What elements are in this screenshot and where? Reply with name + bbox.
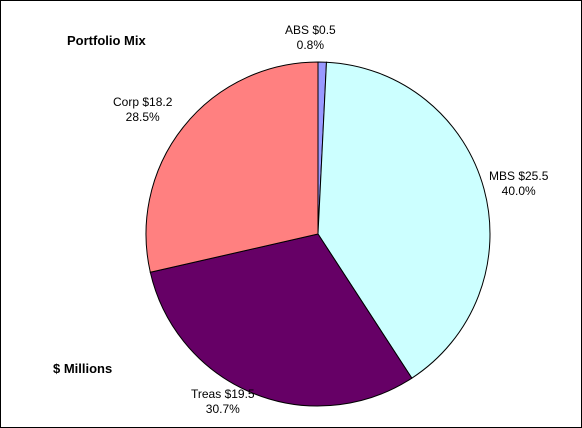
chart-title: Portfolio Mix: [67, 33, 146, 48]
slice-label-abs: ABS $0.5 0.8%: [285, 23, 336, 53]
slice-label-treas-name: Treas $19.5: [191, 387, 255, 401]
slice-label-mbs-percent: 40.0%: [501, 184, 536, 198]
slice-label-corp-name: Corp $18.2: [113, 95, 173, 109]
slice-label-corp-percent: 28.5%: [125, 110, 160, 124]
units-label: $ Millions: [53, 361, 113, 376]
pie-slice-treas: [149, 233, 413, 407]
slice-label-corp: Corp $18.2 28.5%: [113, 95, 172, 125]
slice-label-treas: Treas $19.5 30.7%: [191, 387, 255, 417]
slice-label-mbs: MBS $25.5 40.0%: [489, 169, 548, 199]
slice-label-abs-percent: 0.8%: [296, 38, 325, 52]
pie-slice-corp: [145, 61, 319, 273]
slice-label-mbs-name: MBS $25.5: [489, 169, 549, 183]
slice-label-treas-percent: 30.7%: [205, 402, 240, 416]
slice-label-abs-name: ABS $0.5: [285, 23, 336, 37]
